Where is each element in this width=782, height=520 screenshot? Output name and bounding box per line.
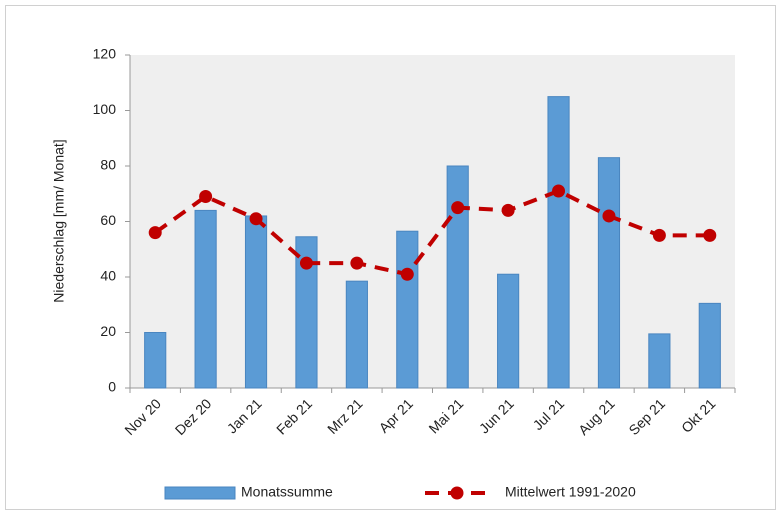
- bar: [396, 230, 419, 389]
- y-tick-label: 40: [100, 268, 116, 284]
- legend-label: Monatssumme: [241, 484, 333, 500]
- line-marker: [552, 184, 566, 198]
- legend-marker: [450, 486, 464, 500]
- y-tick-label: 80: [100, 157, 116, 173]
- line-marker: [501, 203, 515, 217]
- plot-area: [130, 55, 735, 388]
- bar: [194, 209, 217, 389]
- line-marker: [703, 228, 717, 242]
- y-axis-label: Niederschlag [mm/ Monat]: [51, 139, 67, 302]
- line-marker: [602, 209, 616, 223]
- line-marker: [400, 267, 414, 281]
- line-marker: [652, 228, 666, 242]
- bar: [345, 280, 368, 389]
- y-tick-label: 60: [100, 212, 116, 228]
- bar: [244, 215, 268, 389]
- line: [154, 188, 710, 277]
- line-marker: [299, 256, 313, 270]
- bar: [698, 302, 721, 389]
- line-marker: [148, 226, 162, 240]
- bar: [648, 333, 671, 389]
- bar: [497, 273, 520, 389]
- y-tick-label: 100: [93, 101, 117, 117]
- y-tick-label: 0: [108, 379, 116, 395]
- bar: [144, 332, 167, 389]
- y-tick-label: 20: [100, 323, 116, 339]
- bar: [295, 236, 318, 389]
- bar: [547, 96, 570, 389]
- bar: [597, 157, 621, 389]
- y-tick-label: 120: [93, 46, 117, 62]
- line-marker: [249, 212, 263, 226]
- line-marker: [350, 256, 364, 270]
- legend-swatch: [164, 486, 236, 500]
- line-marker: [199, 190, 213, 204]
- legend-label: Mittelwert 1991-2020: [505, 484, 636, 500]
- line-marker: [451, 201, 465, 215]
- bar: [446, 165, 469, 389]
